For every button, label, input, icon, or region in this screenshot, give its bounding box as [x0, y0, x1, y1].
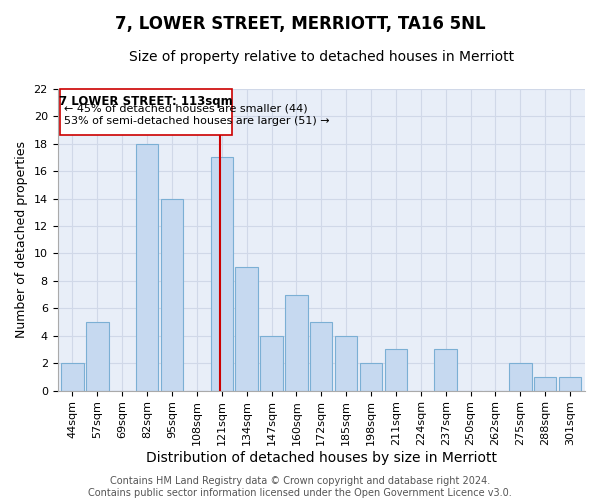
- Bar: [534, 377, 556, 390]
- Bar: [360, 363, 382, 390]
- Bar: [335, 336, 358, 390]
- Bar: [86, 322, 109, 390]
- Bar: [385, 350, 407, 391]
- Bar: [310, 322, 332, 390]
- Text: 7, LOWER STREET, MERRIOTT, TA16 5NL: 7, LOWER STREET, MERRIOTT, TA16 5NL: [115, 15, 485, 33]
- X-axis label: Distribution of detached houses by size in Merriott: Distribution of detached houses by size …: [146, 451, 497, 465]
- Text: 53% of semi-detached houses are larger (51) →: 53% of semi-detached houses are larger (…: [64, 116, 329, 126]
- Bar: [559, 377, 581, 390]
- Bar: [136, 144, 158, 390]
- Title: Size of property relative to detached houses in Merriott: Size of property relative to detached ho…: [129, 50, 514, 64]
- Bar: [434, 350, 457, 391]
- Bar: [509, 363, 532, 390]
- Text: 7 LOWER STREET: 113sqm: 7 LOWER STREET: 113sqm: [59, 95, 233, 108]
- Bar: [235, 267, 258, 390]
- Bar: [61, 363, 83, 390]
- Bar: [60, 89, 232, 136]
- Bar: [285, 294, 308, 390]
- Bar: [161, 198, 183, 390]
- Text: ← 45% of detached houses are smaller (44): ← 45% of detached houses are smaller (44…: [64, 104, 307, 114]
- Bar: [260, 336, 283, 390]
- Bar: [211, 158, 233, 390]
- Y-axis label: Number of detached properties: Number of detached properties: [15, 141, 28, 338]
- Text: Contains HM Land Registry data © Crown copyright and database right 2024.
Contai: Contains HM Land Registry data © Crown c…: [88, 476, 512, 498]
